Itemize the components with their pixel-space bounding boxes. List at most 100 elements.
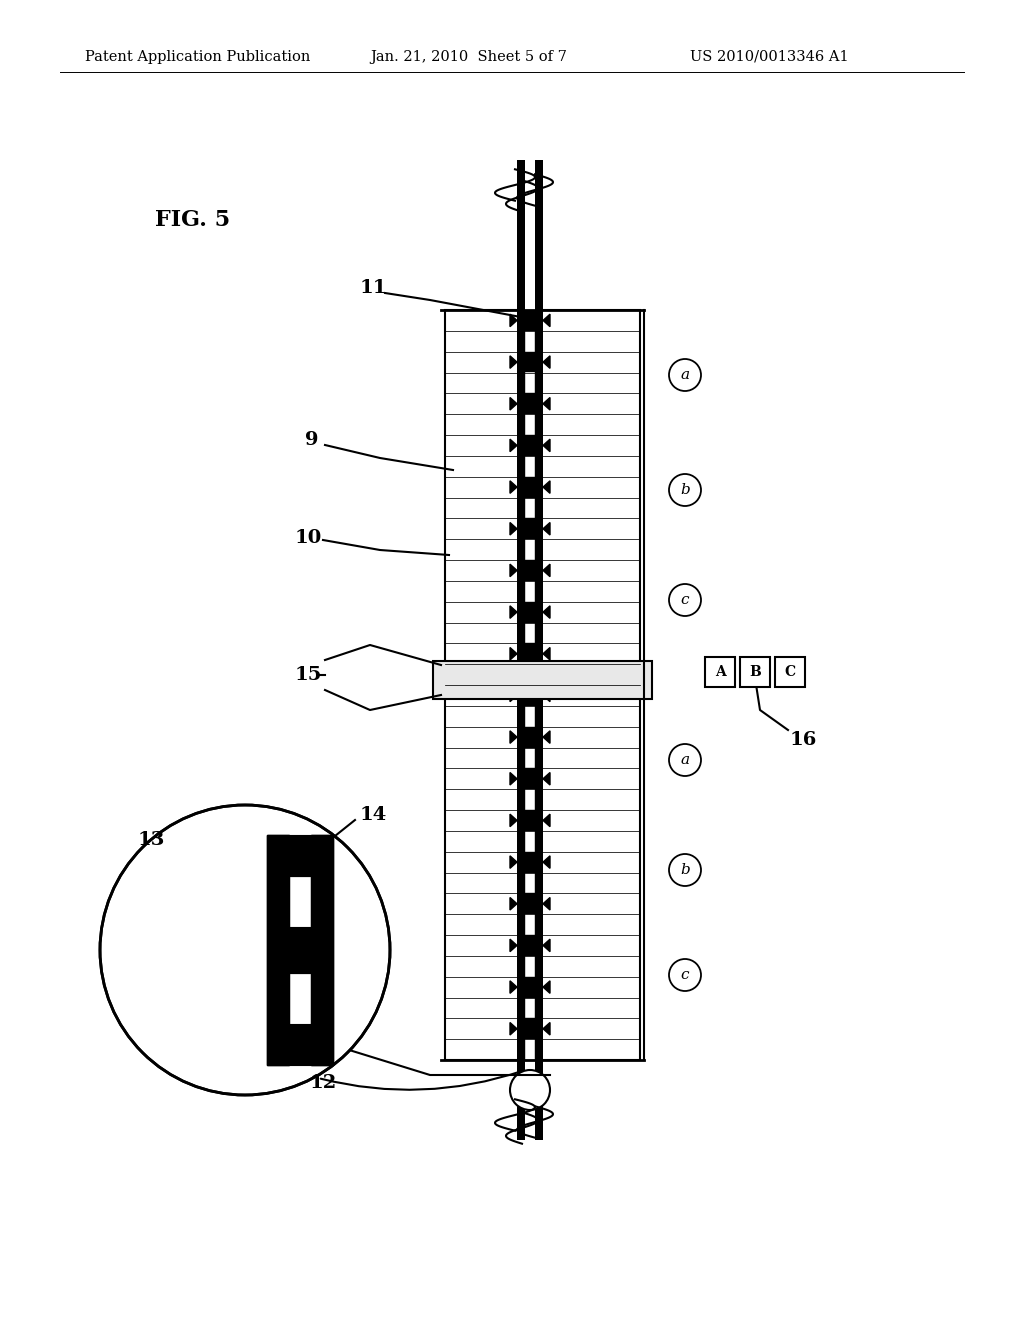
Bar bbox=[525, 706, 535, 727]
Text: 11: 11 bbox=[360, 279, 387, 297]
Polygon shape bbox=[510, 523, 517, 535]
Polygon shape bbox=[543, 772, 550, 785]
Bar bbox=[524, 623, 536, 643]
Bar bbox=[525, 160, 535, 1140]
Polygon shape bbox=[510, 731, 517, 743]
Polygon shape bbox=[510, 689, 517, 702]
Bar bbox=[445, 310, 640, 1060]
Bar bbox=[525, 1018, 535, 1039]
Bar bbox=[289, 973, 311, 1023]
Bar bbox=[524, 519, 536, 539]
Circle shape bbox=[669, 474, 701, 506]
Bar bbox=[524, 810, 536, 830]
Bar bbox=[524, 477, 536, 498]
Bar bbox=[525, 560, 535, 581]
Circle shape bbox=[669, 854, 701, 886]
Bar bbox=[524, 830, 536, 851]
Text: 14: 14 bbox=[360, 807, 387, 824]
Text: 12: 12 bbox=[310, 1074, 337, 1092]
Bar bbox=[524, 768, 536, 789]
Bar bbox=[524, 685, 536, 706]
Bar bbox=[524, 998, 536, 1018]
Bar bbox=[525, 747, 535, 768]
Circle shape bbox=[669, 359, 701, 391]
Bar bbox=[524, 956, 536, 977]
Polygon shape bbox=[543, 356, 550, 368]
Bar bbox=[524, 643, 536, 664]
Polygon shape bbox=[510, 855, 517, 869]
Polygon shape bbox=[543, 939, 550, 952]
Bar bbox=[525, 851, 535, 873]
Polygon shape bbox=[543, 397, 550, 411]
Bar bbox=[525, 894, 535, 915]
Bar bbox=[525, 414, 535, 436]
Bar bbox=[517, 160, 525, 1140]
Bar bbox=[525, 1039, 535, 1060]
Bar bbox=[524, 372, 536, 393]
Bar bbox=[267, 836, 289, 1065]
Bar bbox=[524, 873, 536, 894]
Polygon shape bbox=[543, 314, 550, 326]
Bar bbox=[524, 455, 536, 477]
Bar bbox=[525, 455, 535, 477]
Bar bbox=[525, 393, 535, 414]
Text: 10: 10 bbox=[295, 529, 323, 546]
Text: c: c bbox=[681, 593, 689, 607]
Polygon shape bbox=[543, 480, 550, 494]
Polygon shape bbox=[510, 898, 517, 909]
Bar bbox=[311, 836, 333, 1065]
Bar bbox=[525, 436, 535, 455]
Circle shape bbox=[510, 1071, 550, 1110]
Bar bbox=[525, 727, 535, 747]
Text: 13: 13 bbox=[138, 832, 165, 849]
Text: Patent Application Publication: Patent Application Publication bbox=[85, 50, 310, 63]
Bar bbox=[524, 331, 536, 351]
Circle shape bbox=[100, 805, 390, 1096]
Bar bbox=[740, 657, 770, 686]
Polygon shape bbox=[510, 1023, 517, 1035]
Bar bbox=[525, 873, 535, 894]
Polygon shape bbox=[510, 564, 517, 577]
Text: Jan. 21, 2010  Sheet 5 of 7: Jan. 21, 2010 Sheet 5 of 7 bbox=[370, 50, 567, 63]
Polygon shape bbox=[543, 606, 550, 618]
Bar bbox=[524, 851, 536, 873]
Bar bbox=[525, 664, 535, 685]
Text: a: a bbox=[680, 368, 689, 381]
Bar bbox=[524, 310, 536, 331]
Polygon shape bbox=[543, 1023, 550, 1035]
Bar bbox=[525, 539, 535, 560]
Circle shape bbox=[669, 744, 701, 776]
Polygon shape bbox=[510, 814, 517, 826]
Bar bbox=[524, 414, 536, 436]
Bar bbox=[525, 160, 535, 1140]
Polygon shape bbox=[543, 523, 550, 535]
Bar bbox=[535, 160, 543, 1140]
Polygon shape bbox=[510, 356, 517, 368]
Bar bbox=[525, 830, 535, 851]
Bar bbox=[524, 436, 536, 455]
Bar bbox=[524, 935, 536, 956]
Circle shape bbox=[669, 583, 701, 616]
Bar bbox=[525, 331, 535, 351]
Bar bbox=[433, 661, 652, 700]
Polygon shape bbox=[510, 397, 517, 411]
Bar bbox=[289, 927, 311, 973]
Text: B: B bbox=[750, 665, 761, 678]
Bar bbox=[524, 393, 536, 414]
Bar bbox=[524, 602, 536, 623]
Bar bbox=[525, 623, 535, 643]
Polygon shape bbox=[543, 814, 550, 826]
Bar bbox=[525, 789, 535, 810]
Bar bbox=[524, 581, 536, 602]
Polygon shape bbox=[543, 855, 550, 869]
Text: 15: 15 bbox=[295, 667, 323, 684]
Bar bbox=[525, 581, 535, 602]
Bar bbox=[289, 1023, 311, 1065]
Polygon shape bbox=[510, 981, 517, 994]
Polygon shape bbox=[543, 440, 550, 451]
Text: US 2010/0013346 A1: US 2010/0013346 A1 bbox=[690, 50, 849, 63]
Polygon shape bbox=[543, 981, 550, 994]
Text: a: a bbox=[680, 752, 689, 767]
Bar bbox=[524, 789, 536, 810]
Text: A: A bbox=[715, 665, 725, 678]
